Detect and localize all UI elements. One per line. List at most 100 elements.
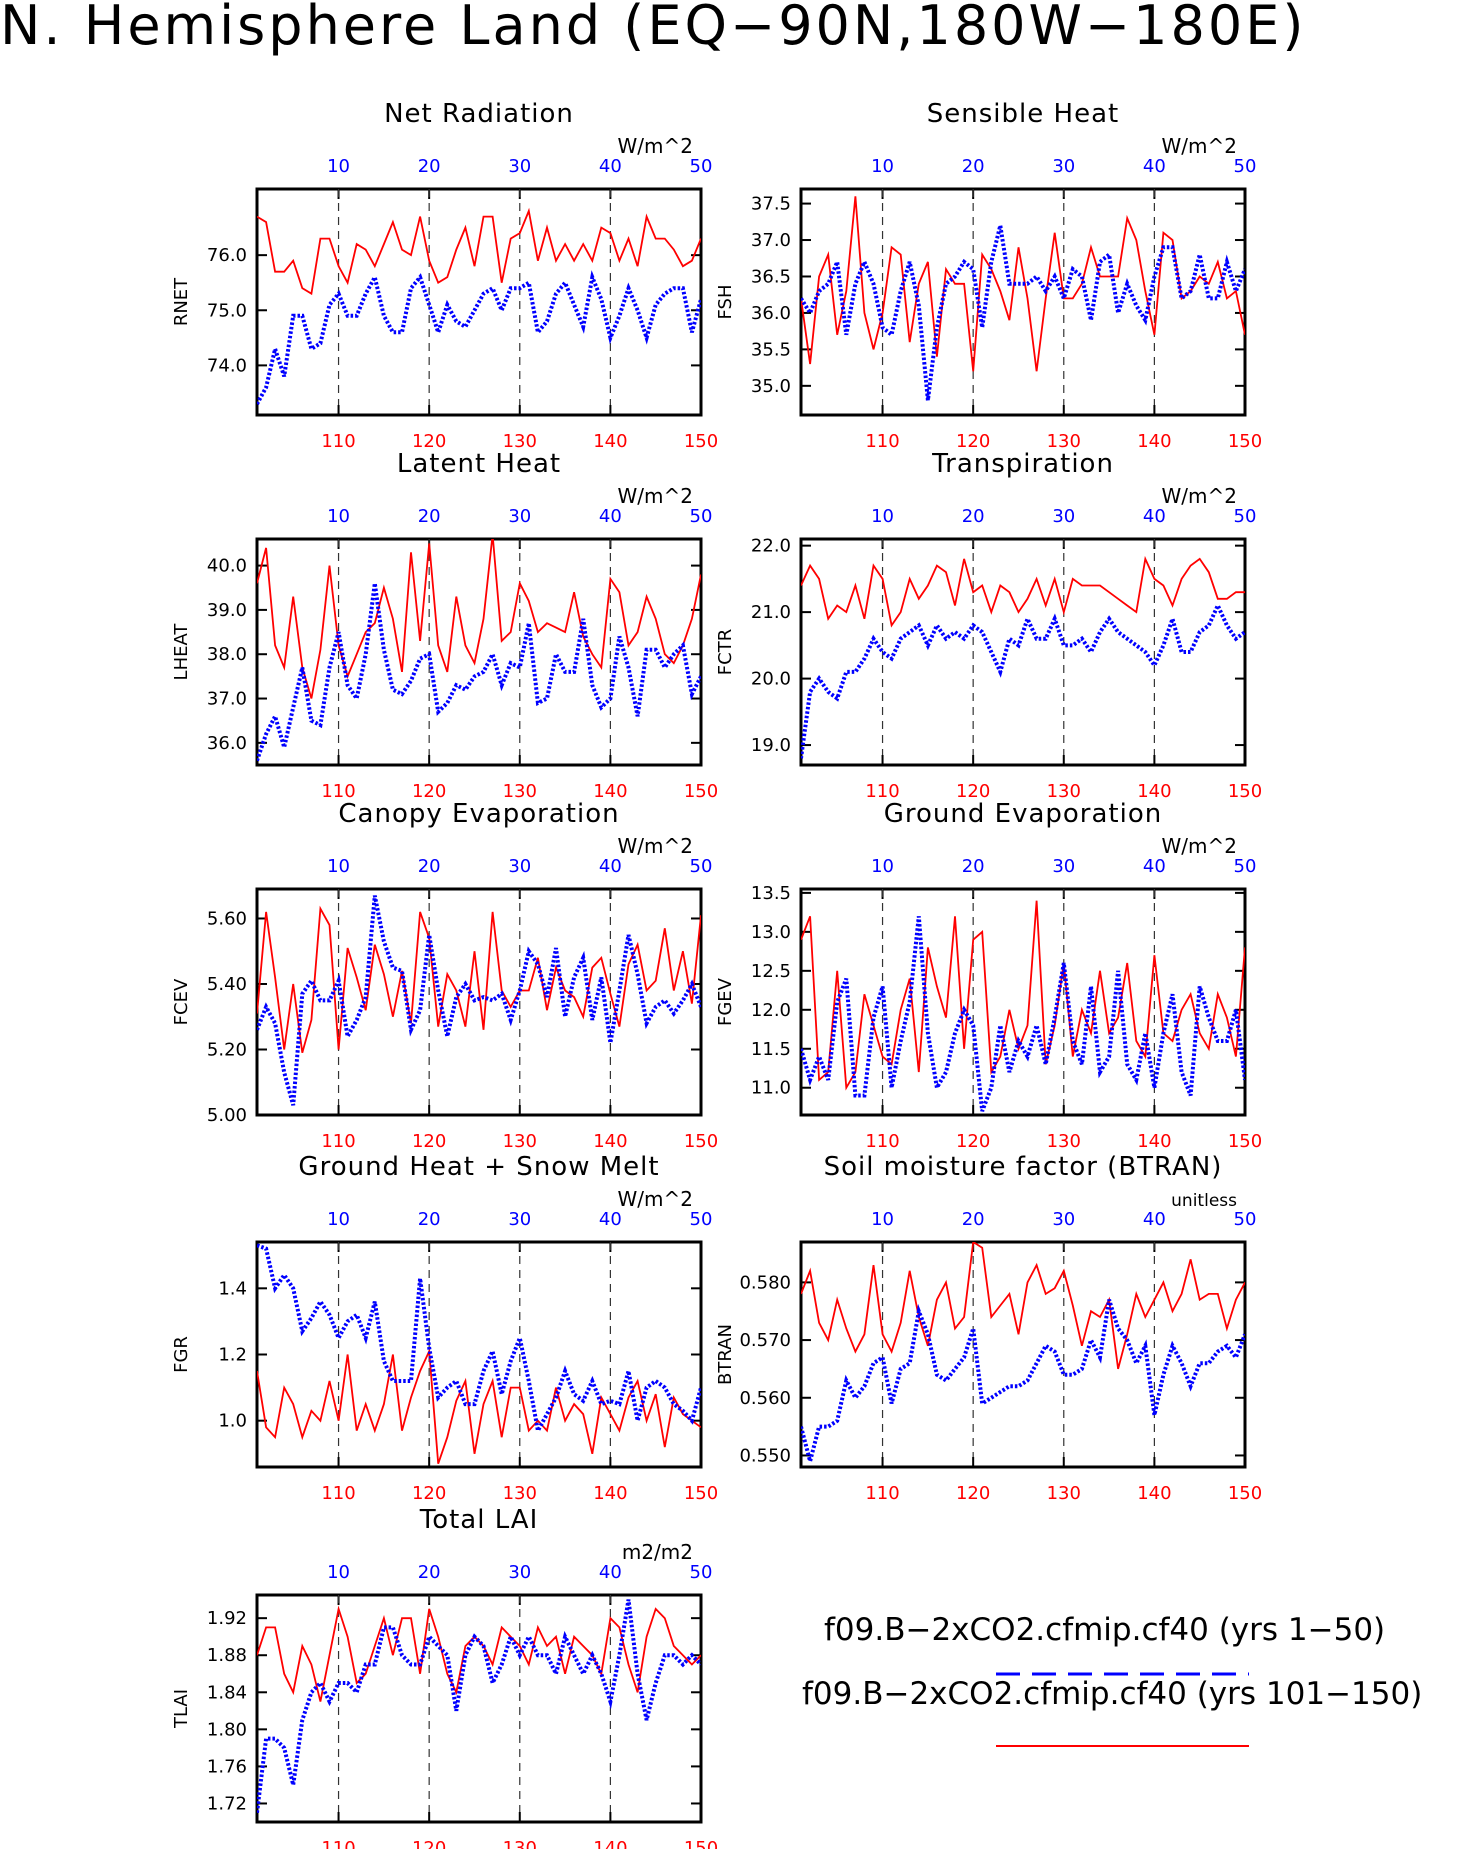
series-line-case2 [801, 1242, 1245, 1370]
top-tick-label: 10 [871, 856, 894, 877]
y-axis-label: FSH [715, 285, 736, 320]
top-tick-label: 20 [962, 856, 985, 877]
top-tick-label: 20 [962, 1209, 985, 1230]
y-axis-label: FGR [171, 1336, 192, 1373]
top-tick-label: 30 [508, 156, 531, 177]
units-label: W/m^2 [618, 134, 693, 158]
top-tick-label: 30 [1052, 1209, 1075, 1230]
y-tick-label: 37.0 [207, 689, 247, 710]
bottom-tick-label: 150 [1228, 431, 1262, 452]
y-tick-label: 1.92 [207, 1608, 247, 1629]
top-tick-label: 50 [690, 156, 713, 177]
top-tick-label: 10 [327, 1209, 350, 1230]
bottom-tick-label: 150 [684, 1131, 718, 1152]
y-tick-label: 38.0 [207, 644, 247, 665]
bottom-tick-label: 150 [684, 431, 718, 452]
y-tick-label: 75.0 [207, 300, 247, 321]
y-tick-label: 35.5 [751, 339, 791, 360]
series-line-case2 [801, 555, 1245, 628]
y-axis-label: FCTR [715, 629, 736, 675]
y-tick-label: 5.20 [207, 1039, 247, 1060]
y-tick-label: 1.0 [218, 1411, 247, 1432]
legend-label-case1: f09.B−2xCO2.cfmip.cf40 (yrs 1−50) [824, 1612, 1386, 1648]
top-tick-label: 20 [418, 156, 441, 177]
top-tick-label: 50 [690, 856, 713, 877]
y-tick-label: 13.5 [751, 883, 791, 904]
y-tick-label: 19.0 [751, 735, 791, 756]
bottom-tick-label: 150 [684, 1838, 718, 1849]
y-tick-label: 36.5 [751, 266, 791, 287]
top-tick-label: 30 [1052, 156, 1075, 177]
top-tick-label: 10 [871, 506, 894, 527]
y-tick-label: 37.5 [751, 194, 791, 215]
y-tick-label: 20.0 [751, 669, 791, 690]
bottom-tick-label: 150 [1228, 1483, 1262, 1504]
bottom-tick-label: 120 [412, 1131, 446, 1152]
top-tick-label: 30 [1052, 856, 1075, 877]
plot-frame [799, 537, 1247, 767]
bottom-tick-label: 130 [503, 431, 537, 452]
y-tick-label: 1.80 [207, 1719, 247, 1740]
top-tick-label: 10 [327, 856, 350, 877]
y-tick-label: 1.2 [218, 1345, 247, 1366]
y-tick-label: 39.0 [207, 600, 247, 621]
y-axis-label: TLAI [171, 1689, 192, 1729]
bottom-tick-label: 110 [865, 431, 899, 452]
bottom-tick-label: 110 [321, 781, 355, 802]
panel-title: Soil moisture factor (BTRAN) [824, 1152, 1223, 1182]
top-tick-label: 20 [418, 506, 441, 527]
top-tick-label: 40 [1143, 1209, 1166, 1230]
bottom-tick-label: 130 [1047, 1131, 1081, 1152]
bottom-tick-label: 140 [1137, 1131, 1171, 1152]
series-line-case1 [257, 270, 701, 405]
top-tick-label: 40 [599, 1209, 622, 1230]
series-line-case2 [257, 905, 701, 1054]
top-tick-label: 30 [508, 1209, 531, 1230]
y-axis-label: FGEV [715, 977, 736, 1026]
top-tick-label: 20 [962, 156, 985, 177]
panel-title: Ground Evaporation [884, 799, 1162, 829]
panel-title: Sensible Heat [927, 99, 1119, 129]
y-tick-label: 12.0 [751, 1000, 791, 1021]
series-line-case2 [801, 900, 1245, 1091]
y-tick-label: 0.580 [739, 1272, 791, 1293]
top-tick-label: 40 [599, 856, 622, 877]
units-label: W/m^2 [618, 484, 693, 508]
bottom-tick-label: 120 [956, 781, 990, 802]
series-line-case1 [801, 916, 1245, 1112]
bottom-tick-label: 140 [593, 781, 627, 802]
bottom-tick-label: 140 [593, 1838, 627, 1849]
units-label: unitless [1171, 1191, 1237, 1211]
series-line-case1 [257, 1243, 701, 1437]
bottom-tick-label: 140 [593, 1483, 627, 1504]
units-label: W/m^2 [1162, 134, 1237, 158]
top-tick-label: 50 [690, 1209, 713, 1230]
y-tick-label: 1.4 [218, 1278, 247, 1299]
bottom-tick-label: 110 [321, 431, 355, 452]
panel-title: Ground Heat + Snow Melt [298, 1152, 659, 1182]
series-line-case2 [257, 1605, 701, 1702]
bottom-tick-label: 130 [503, 1838, 537, 1849]
bottom-tick-label: 110 [865, 781, 899, 802]
bottom-tick-label: 130 [1047, 781, 1081, 802]
series-line-case1 [801, 600, 1245, 759]
top-tick-label: 10 [327, 506, 350, 527]
top-tick-label: 50 [1234, 856, 1257, 877]
plot-frame [799, 887, 1247, 1117]
plot-frame [799, 1240, 1247, 1469]
top-tick-label: 40 [599, 1562, 622, 1583]
y-tick-label: 1.88 [207, 1645, 247, 1666]
y-axis-label: RNET [171, 277, 192, 326]
y-tick-label: 11.5 [751, 1039, 791, 1060]
bottom-tick-label: 150 [684, 1483, 718, 1504]
bottom-tick-label: 120 [412, 1483, 446, 1504]
bottom-tick-label: 140 [1137, 781, 1171, 802]
y-tick-label: 1.76 [207, 1756, 247, 1777]
bottom-tick-label: 110 [321, 1483, 355, 1504]
top-tick-label: 40 [1143, 156, 1166, 177]
plot-frame [799, 187, 1247, 417]
units-label: W/m^2 [1162, 834, 1237, 858]
series-line-case2 [257, 1347, 701, 1464]
bottom-tick-label: 150 [684, 781, 718, 802]
series-line-case1 [801, 1299, 1245, 1467]
